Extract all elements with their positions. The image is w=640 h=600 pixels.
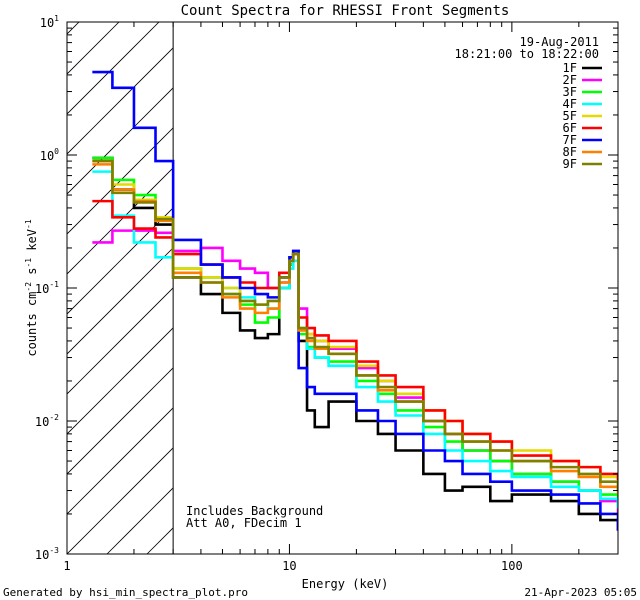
x-tick-label: 1	[63, 559, 70, 573]
legend-label-2f: 2F	[563, 73, 577, 87]
hatch-line	[267, 0, 640, 554]
hatch-line	[67, 47, 174, 155]
y-axis-label: counts cm-2 s-1 keV-1	[24, 219, 39, 356]
x-axis: 1 10 100	[63, 22, 619, 573]
hatch-region	[0, 0, 640, 554]
legend-label-5f: 5F	[563, 109, 577, 123]
x-tick-label: 10	[282, 559, 296, 573]
hatch-line	[67, 447, 174, 554]
legend-label-3f: 3F	[563, 85, 577, 99]
y-tick-label: 100	[40, 147, 59, 163]
hatch-line	[67, 22, 120, 75]
hatch-line	[67, 207, 174, 315]
legend-label-1f: 1F	[563, 61, 577, 75]
x-axis-label: Energy (keV)	[302, 577, 389, 591]
hatch-line	[67, 247, 174, 355]
y-axis: 10-3 10-2 10-1 100 101	[35, 14, 618, 562]
y-tick-label: 10-1	[35, 280, 59, 296]
hatch-line	[67, 327, 174, 435]
legend-label-8f: 8F	[563, 145, 577, 159]
hatch-line	[307, 0, 640, 554]
hatch-line	[67, 287, 174, 395]
hatch-line	[67, 22, 160, 115]
date-label: 19-Aug-2011	[520, 35, 599, 49]
legend-label-6f: 6F	[563, 121, 577, 135]
footer-timestamp: 21-Apr-2023 05:05	[524, 586, 637, 599]
hatch-line	[67, 22, 80, 35]
hatch-line	[67, 407, 174, 515]
hatch-line	[67, 167, 174, 275]
chart-title: Count Spectra for RHESSI Front Segments	[181, 3, 510, 19]
annotation-attenuator: Att A0, FDecim 1	[186, 516, 302, 530]
y-tick-label: 10-3	[35, 546, 59, 562]
time-range-label: 18:21:00 to 18:22:00	[455, 47, 600, 61]
annotation-background: Includes Background	[186, 504, 323, 518]
x-tick-label: 100	[501, 559, 523, 573]
y-tick-label: 10-2	[35, 413, 59, 429]
hatch-line	[0, 0, 107, 554]
series-line-9f	[92, 159, 618, 491]
series-line-6f	[92, 199, 618, 481]
legend-label-7f: 7F	[563, 133, 577, 147]
y-tick-label: 101	[40, 14, 59, 30]
legend-label-9f: 9F	[563, 157, 577, 171]
footer-generated-by: Generated by hsi_min_spectra_plot.pro	[3, 586, 248, 599]
legend-label-4f: 4F	[563, 97, 577, 111]
series-line-7f	[92, 70, 618, 531]
hatch-line	[67, 87, 174, 195]
series-group	[92, 70, 618, 531]
hatch-line	[67, 367, 174, 475]
